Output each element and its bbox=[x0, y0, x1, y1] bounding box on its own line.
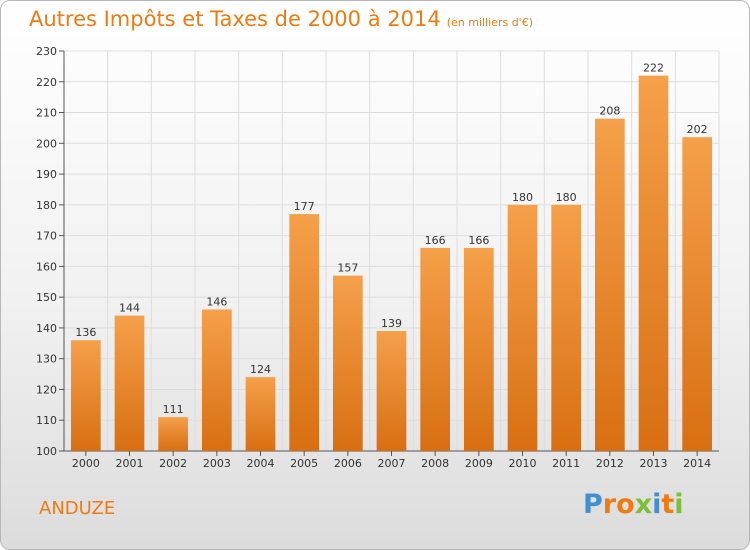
chart-title-block: Autres Impôts et Taxes de 2000 à 2014 (en… bbox=[29, 7, 533, 31]
value-label-2004: 124 bbox=[250, 363, 271, 376]
value-label-2001: 144 bbox=[119, 302, 140, 315]
y-tick-label: 200 bbox=[36, 137, 57, 150]
x-tick-label-2001: 2001 bbox=[116, 457, 144, 470]
x-tick-label-2003: 2003 bbox=[203, 457, 231, 470]
value-label-2000: 136 bbox=[75, 326, 96, 339]
value-label-2008: 166 bbox=[425, 234, 446, 247]
y-tick-label: 210 bbox=[36, 107, 57, 120]
bar-2005 bbox=[289, 214, 320, 451]
y-tick-label: 230 bbox=[36, 45, 57, 58]
x-tick-label-2006: 2006 bbox=[334, 457, 362, 470]
bar-2014 bbox=[682, 137, 713, 451]
value-label-2002: 111 bbox=[163, 403, 184, 416]
x-tick-label-2012: 2012 bbox=[596, 457, 624, 470]
y-tick-label: 160 bbox=[36, 260, 57, 273]
y-tick-label: 110 bbox=[36, 414, 57, 427]
x-tick-label-2010: 2010 bbox=[509, 457, 537, 470]
bar-2009 bbox=[463, 247, 494, 451]
x-tick-label-2013: 2013 bbox=[640, 457, 668, 470]
bar-2012 bbox=[594, 118, 625, 451]
logo-letter: t bbox=[661, 489, 675, 520]
bar-2003 bbox=[201, 309, 232, 451]
x-tick-label-2004: 2004 bbox=[247, 457, 275, 470]
bar-2002 bbox=[158, 417, 189, 451]
bar-2000 bbox=[70, 340, 101, 451]
proxiti-logo: Proxiti bbox=[583, 489, 684, 520]
y-tick-label: 170 bbox=[36, 230, 57, 243]
value-label-2005: 177 bbox=[294, 200, 315, 213]
y-tick-label: 120 bbox=[36, 383, 57, 396]
value-label-2012: 208 bbox=[599, 105, 620, 118]
logo-letter: o bbox=[616, 489, 635, 520]
y-tick-label: 190 bbox=[36, 168, 57, 181]
x-tick-label-2000: 2000 bbox=[72, 457, 100, 470]
y-tick-label: 130 bbox=[36, 353, 57, 366]
logo-letter: i bbox=[652, 489, 662, 520]
x-tick-label-2005: 2005 bbox=[290, 457, 318, 470]
logo-letter: P bbox=[583, 489, 603, 520]
value-label-2010: 180 bbox=[512, 191, 533, 204]
chart-title: Autres Impôts et Taxes de 2000 à 2014 bbox=[29, 7, 441, 31]
y-tick-label: 220 bbox=[36, 76, 57, 89]
bar-2013 bbox=[638, 75, 669, 451]
location-label: ANDUZE bbox=[39, 498, 116, 519]
value-label-2006: 157 bbox=[337, 262, 358, 275]
y-tick-label: 150 bbox=[36, 291, 57, 304]
y-tick-label: 140 bbox=[36, 322, 57, 335]
bar-2008 bbox=[420, 247, 451, 451]
value-label-2003: 146 bbox=[206, 295, 227, 308]
value-label-2014: 202 bbox=[687, 123, 708, 136]
logo-letter: r bbox=[602, 489, 617, 520]
bar-2004 bbox=[245, 377, 276, 451]
bar-2011 bbox=[551, 204, 582, 451]
bar-2001 bbox=[114, 315, 145, 451]
value-label-2011: 180 bbox=[556, 191, 577, 204]
y-tick-label: 180 bbox=[36, 199, 57, 212]
x-tick-label-2008: 2008 bbox=[421, 457, 449, 470]
y-tick-label: 100 bbox=[36, 445, 57, 458]
chart-subtitle: (en milliers d'€) bbox=[446, 16, 533, 29]
x-tick-label-2009: 2009 bbox=[465, 457, 493, 470]
value-label-2009: 166 bbox=[468, 234, 489, 247]
value-label-2013: 222 bbox=[643, 62, 664, 75]
value-label-2007: 139 bbox=[381, 317, 402, 330]
bar-2007 bbox=[376, 331, 407, 451]
logo-letter: x bbox=[634, 489, 653, 520]
x-tick-label-2014: 2014 bbox=[683, 457, 711, 470]
bar-2006 bbox=[332, 275, 363, 451]
logo-letter: i bbox=[674, 489, 684, 520]
bar-2010 bbox=[507, 204, 538, 451]
x-tick-label-2011: 2011 bbox=[552, 457, 580, 470]
x-tick-label-2002: 2002 bbox=[159, 457, 187, 470]
x-tick-label-2007: 2007 bbox=[378, 457, 406, 470]
